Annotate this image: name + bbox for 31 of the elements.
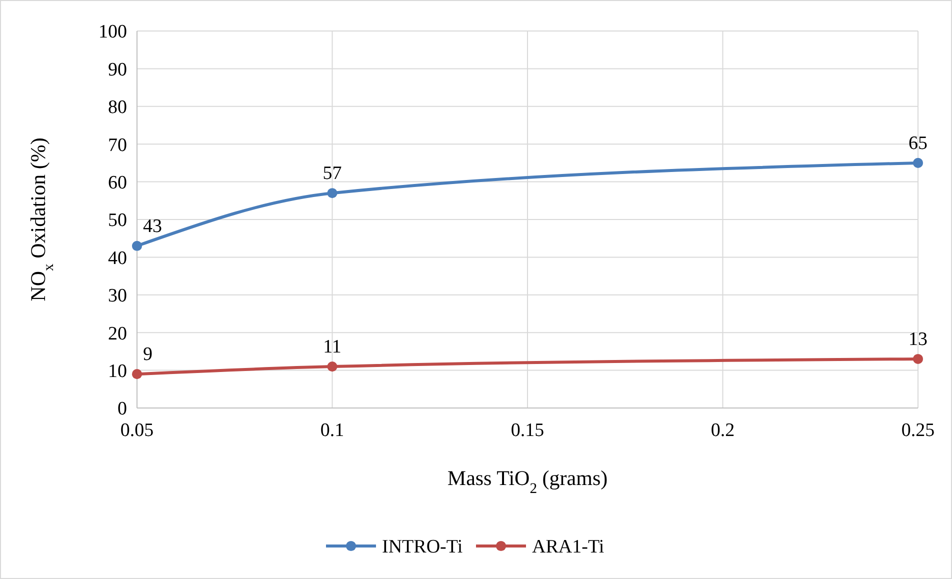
point: [912, 354, 924, 364]
y-tick-label: 90: [108, 59, 127, 80]
y-tick-label: 60: [108, 172, 127, 194]
point: [132, 240, 142, 251]
x-tick-label: 0.05: [120, 420, 154, 441]
y-tick-label: 0: [118, 398, 127, 420]
data-label: 13: [908, 328, 928, 350]
x-tick-label: 0.25: [901, 420, 935, 441]
point: [327, 188, 338, 198]
x-axis-title: Mass TiO$_{2}$ (grams): [447, 466, 608, 497]
data-label: 57: [322, 163, 342, 184]
x-tick-label: 0.1: [320, 420, 344, 441]
point: [327, 361, 338, 372]
y-tick-label: 50: [108, 210, 127, 232]
y-tick-label: 100: [98, 22, 127, 43]
data-label: 11: [323, 336, 342, 358]
y-tick-label: 80: [108, 97, 127, 118]
legend-label: INTRO-Ti: [382, 536, 463, 558]
y-tick-label: 70: [108, 134, 127, 156]
y-tick-label: 20: [108, 323, 127, 344]
x-tick-label: 0.2: [710, 420, 735, 441]
point: [132, 369, 142, 380]
y-tick-label: 30: [108, 286, 127, 307]
data-label: 43: [143, 216, 162, 237]
y-tick-label: 40: [108, 248, 127, 269]
point: [912, 158, 924, 168]
data-label: 9: [143, 344, 152, 366]
x-tick-label: 0.15: [510, 420, 544, 441]
y-tick-label: 10: [108, 360, 127, 382]
data-label: 65: [908, 132, 928, 154]
legend-label: ARA1-Ti: [532, 536, 604, 558]
